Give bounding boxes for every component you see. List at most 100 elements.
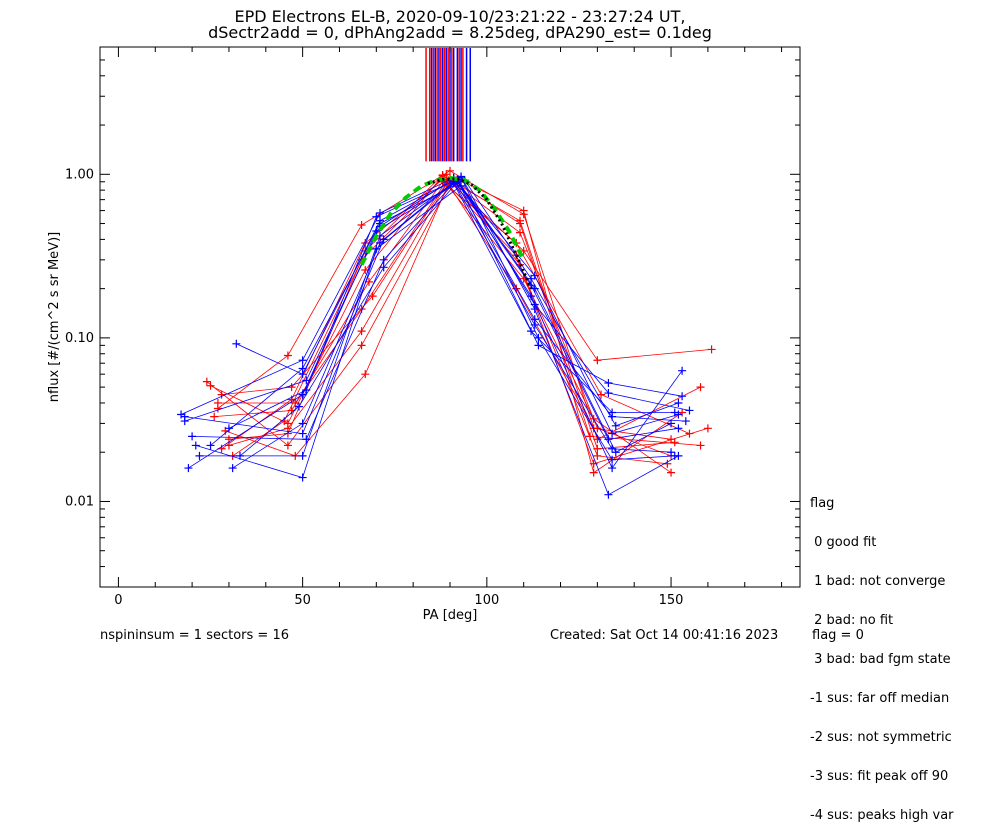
data-point-red [589, 468, 598, 477]
data-point-blue [224, 424, 233, 433]
data-point-red [357, 327, 366, 336]
data-point-blue [604, 389, 613, 398]
data-point-blue [298, 356, 307, 365]
series-line-blue [192, 182, 675, 440]
data-point-blue [379, 235, 388, 244]
data-point-blue [667, 419, 676, 428]
footer-created-timestamp: Created: Sat Oct 14 00:41:16 2023 [550, 628, 779, 643]
data-point-blue [530, 320, 539, 329]
data-point-blue [667, 448, 676, 457]
data-point-blue [379, 263, 388, 272]
footer-flag-value: flag = 0 [812, 628, 864, 643]
series-line-red [221, 178, 709, 465]
data-point-red [206, 381, 215, 390]
data-point-blue [604, 490, 613, 499]
data-point-red [442, 170, 451, 179]
data-point-blue [372, 212, 381, 221]
legend-item: 2 bad: no fit [810, 613, 894, 628]
data-point-blue [534, 333, 543, 342]
x-tick-label: 50 [294, 593, 311, 608]
data-point-blue [608, 455, 617, 464]
data-point-blue [180, 412, 189, 421]
data-point-blue [228, 464, 237, 473]
data-point-red [678, 408, 687, 417]
data-point-blue [530, 284, 539, 293]
y-tick-label: 0.01 [65, 494, 94, 509]
data-point-blue [678, 392, 687, 401]
series-line-blue [232, 179, 683, 469]
data-point-blue [670, 451, 679, 460]
data-point-blue [608, 429, 617, 438]
data-point-blue [298, 364, 307, 373]
chart-title-line-2: dSectr2add = 0, dPhAng2add = 8.25deg, dP… [208, 23, 712, 42]
data-point-red [707, 345, 716, 354]
data-point-red [667, 435, 676, 444]
data-point-red [446, 166, 454, 175]
x-tick-label: 0 [114, 593, 122, 608]
legend-item: -2 sus: not symmetric [810, 730, 952, 745]
data-point-red [217, 390, 226, 399]
series-line-blue [210, 179, 679, 446]
data-point-blue [527, 274, 536, 283]
data-point-blue [674, 410, 683, 419]
series-line-red [214, 181, 690, 434]
data-point-blue [685, 406, 694, 415]
data-point-blue [376, 208, 384, 217]
axes: 0 50 100 150 0.01 0.10 1.00 [65, 46, 800, 608]
footer-spin-info: nspininsum = 1 sectors = 16 [100, 628, 289, 643]
data-point-red [283, 441, 292, 450]
data-point-red [586, 432, 594, 441]
data-point-red [696, 441, 705, 450]
data-point-blue [674, 424, 683, 433]
data-point-blue [379, 255, 388, 264]
series-line-red [217, 180, 672, 440]
data-point-blue [195, 451, 204, 460]
data-point-blue [184, 464, 193, 473]
series-line-blue [195, 185, 672, 479]
data-point-red [512, 251, 521, 260]
series-line-red [206, 176, 683, 474]
series-line-blue [228, 178, 690, 429]
data-point-blue [678, 366, 687, 375]
legend-item: 1 bad: not converge [810, 574, 946, 589]
data-point-blue [611, 421, 620, 430]
data-point-blue [188, 432, 197, 441]
series-line-red [232, 173, 668, 465]
y-tick-label: 0.10 [65, 331, 94, 346]
data-point-red [593, 451, 602, 460]
data-point-red [283, 351, 292, 360]
data-point-red [213, 398, 222, 407]
pitch-angle-plot: 0 50 100 150 0.01 0.10 1.00 PA [deg] nflux [#/… [47, 46, 801, 623]
data-point-blue [674, 398, 683, 407]
x-tick-label: 150 [659, 593, 684, 608]
data-point-blue [302, 376, 311, 385]
data-point-blue [530, 300, 539, 309]
data-point-blue [191, 441, 200, 450]
data-point-red [696, 383, 705, 392]
y-axis-label: nflux [#/(cm^2 s sr MeV)] [47, 232, 62, 402]
x-axis-label: PA [deg] [423, 608, 478, 623]
series-line-blue [199, 176, 675, 461]
data-point-blue [298, 419, 307, 428]
data-point-blue [298, 451, 307, 460]
legend-item: 3 bad: bad fgm state [810, 652, 951, 667]
series-line-blue [180, 177, 679, 435]
data-point-red [283, 429, 292, 438]
data-point-blue [670, 408, 679, 417]
data-point-blue [608, 444, 617, 453]
data-point-blue [681, 417, 690, 426]
data-point-blue [177, 410, 186, 419]
data-point-blue [298, 429, 307, 438]
data-point-blue [232, 339, 241, 348]
data-point-blue [604, 378, 613, 387]
data-point-blue [302, 386, 311, 395]
data-point-blue [298, 473, 307, 482]
flag-legend: flag 0 good fit 1 bad: not converge 2 ba… [810, 471, 954, 835]
data-point-red [287, 383, 296, 392]
data-point-red [357, 220, 366, 229]
data-point-blue [294, 402, 303, 411]
data-series [177, 48, 716, 499]
data-point-red [685, 429, 694, 438]
data-point-red [703, 424, 712, 433]
series-line-blue [184, 178, 686, 422]
